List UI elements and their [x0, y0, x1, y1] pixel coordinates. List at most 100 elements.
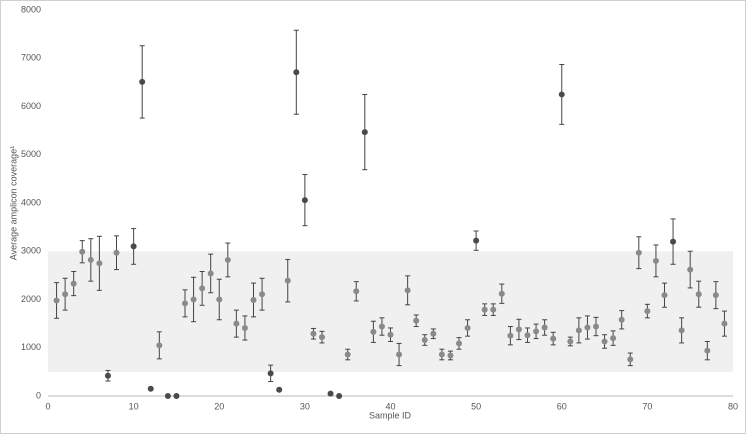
data-point [507, 332, 514, 339]
data-point [387, 331, 394, 338]
data-point [610, 335, 617, 342]
data-point [336, 393, 343, 399]
data-point [550, 335, 557, 342]
y-tick-label: 3000 [21, 246, 41, 256]
data-point [190, 296, 197, 303]
data-point [233, 320, 240, 327]
data-point [678, 327, 685, 334]
y-tick-label: 7000 [21, 53, 41, 63]
y-tick-label: 0 [36, 390, 41, 400]
data-point [70, 280, 77, 287]
data-point [53, 297, 60, 304]
data-point [635, 249, 642, 256]
data-point [498, 290, 505, 297]
data-point [301, 197, 308, 204]
y-tick-label: 2000 [21, 294, 41, 304]
data-point [438, 351, 445, 358]
data-point [104, 372, 111, 379]
y-tick-label: 6000 [21, 101, 41, 111]
data-point [721, 320, 728, 327]
data-point [404, 287, 411, 294]
data-point [310, 330, 317, 337]
data-point [704, 347, 711, 354]
data-point [284, 277, 291, 284]
data-point [164, 393, 171, 399]
x-tick-label: 80 [728, 401, 738, 411]
data-point [413, 317, 420, 324]
data-point [87, 256, 94, 263]
x-tick-label: 0 [45, 401, 50, 411]
data-point [62, 291, 69, 298]
data-point [250, 296, 257, 303]
data-point [344, 351, 351, 358]
data-point [319, 334, 325, 341]
data-point [267, 370, 274, 377]
data-point [207, 270, 214, 277]
data-point [378, 323, 385, 330]
data-point [695, 291, 702, 298]
data-point [593, 323, 599, 330]
y-tick-label: 4000 [21, 197, 41, 207]
data-point [396, 351, 403, 358]
data-point [652, 257, 659, 264]
data-point [113, 249, 120, 256]
data-point [139, 78, 146, 85]
y-axis-label: Average amplicon coverage¹ [8, 146, 18, 260]
data-point [79, 248, 86, 255]
data-point [473, 237, 480, 244]
x-tick-label: 10 [129, 401, 139, 411]
x-tick-label: 50 [471, 401, 481, 411]
x-tick-label: 30 [300, 401, 310, 411]
data-point [96, 260, 103, 267]
data-point [541, 324, 548, 331]
data-point [216, 296, 223, 303]
y-tick-label: 1000 [21, 342, 41, 352]
x-axis-label: Sample ID [369, 410, 412, 420]
data-point [182, 300, 188, 307]
x-tick-label: 20 [214, 401, 224, 411]
data-point [644, 308, 651, 315]
data-point [456, 340, 462, 347]
data-point [601, 338, 608, 345]
data-point [533, 328, 540, 335]
data-point [156, 342, 163, 349]
data-point [173, 393, 180, 399]
data-point [567, 338, 574, 345]
data-point [464, 324, 471, 331]
data-point [575, 327, 582, 334]
data-point [224, 256, 231, 263]
data-point [584, 324, 591, 331]
data-point [241, 324, 248, 331]
data-point [627, 356, 634, 363]
data-point [558, 91, 565, 98]
y-tick-label: 8000 [21, 4, 41, 14]
data-point [430, 330, 437, 337]
y-tick-label: 5000 [21, 149, 41, 159]
data-point [353, 288, 360, 295]
data-point [618, 316, 625, 323]
data-point [259, 291, 266, 298]
data-point [481, 306, 488, 313]
target-band [48, 251, 733, 372]
data-point [490, 306, 497, 313]
data-point [361, 129, 368, 136]
data-point [370, 328, 377, 335]
x-tick-label: 70 [642, 401, 652, 411]
x-tick-label: 60 [557, 401, 567, 411]
x-tick-label: 40 [385, 401, 395, 411]
data-point [661, 292, 668, 299]
data-point [130, 243, 137, 250]
data-point [515, 326, 522, 333]
data-point [524, 332, 531, 339]
data-point [670, 238, 677, 245]
data-point [421, 337, 428, 344]
data-point [327, 390, 334, 397]
data-point [712, 292, 719, 299]
data-point [447, 352, 454, 359]
data-point [293, 69, 300, 76]
data-point [276, 386, 283, 393]
data-point [147, 385, 154, 392]
data-point [687, 266, 694, 273]
data-point [199, 285, 206, 292]
